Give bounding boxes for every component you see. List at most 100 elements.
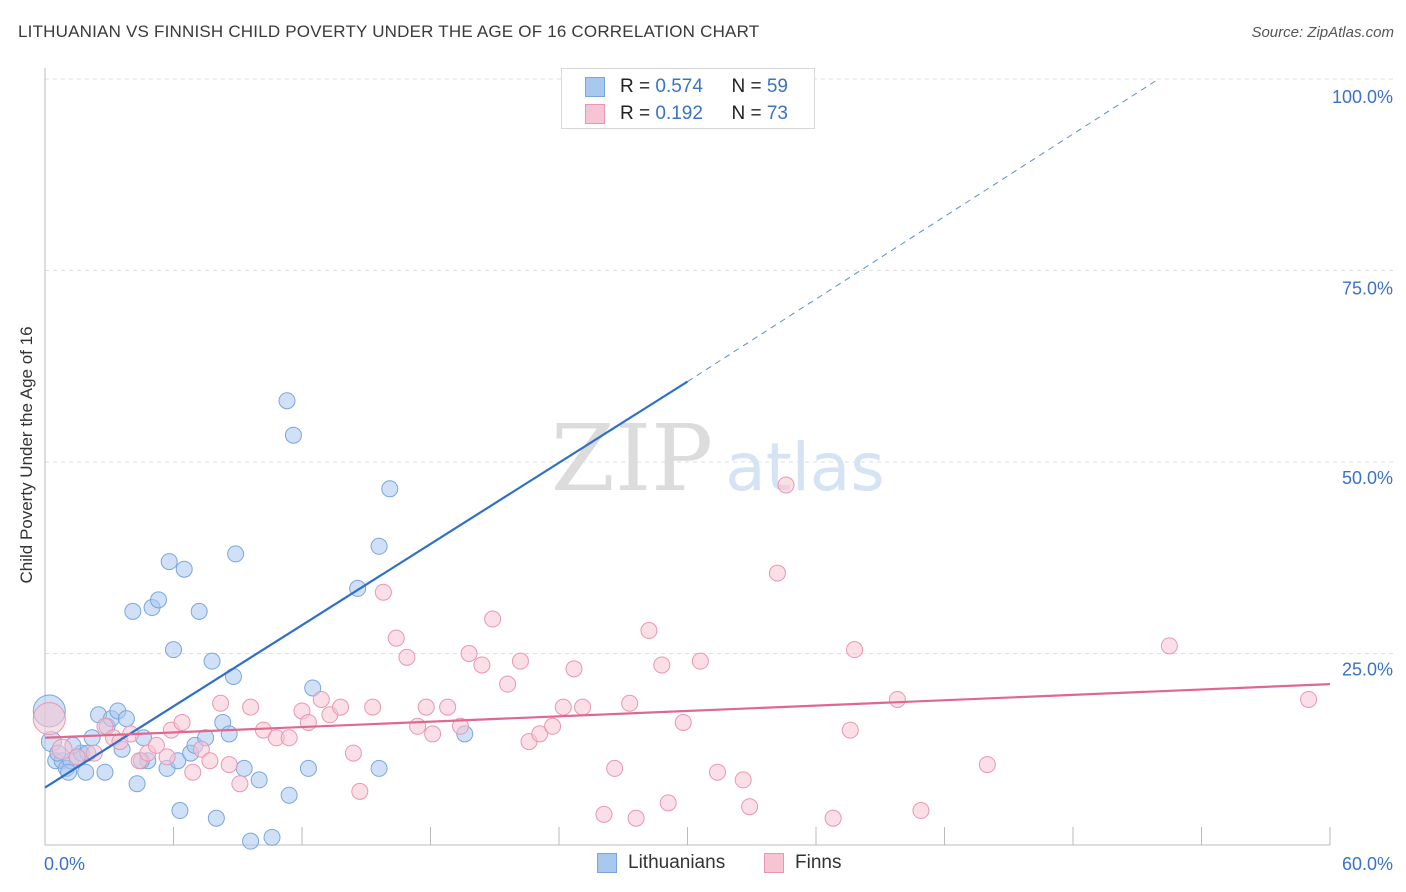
data-point-finns [158, 748, 176, 766]
data-point-finns [640, 622, 658, 640]
data-point-finns [846, 641, 864, 659]
data-point-finns [85, 744, 103, 762]
n-label: N = [731, 103, 767, 124]
gridlines [45, 78, 1395, 654]
data-point-finns [417, 698, 435, 716]
data-point-finns [574, 698, 592, 716]
data-point-finns [398, 648, 416, 666]
data-point-finns [32, 702, 66, 736]
data-point-finns [841, 721, 859, 739]
data-point-lithuanians [370, 759, 388, 777]
data-point-finns [1160, 637, 1178, 655]
data-point-finns [674, 713, 692, 731]
data-point-finns [312, 690, 330, 708]
data-point-finns [332, 698, 350, 716]
legend-item-finns[interactable]: Finns [764, 852, 841, 874]
r-value: 0.192 [655, 103, 703, 124]
data-point-lithuanians [235, 759, 253, 777]
n-label: N = [731, 76, 767, 97]
data-point-finns [51, 738, 73, 760]
data-point-finns [741, 798, 759, 816]
data-point-finns [147, 736, 165, 754]
data-point-finns [1300, 690, 1318, 708]
tick-labels: 100.0% 75.0% 50.0% 25.0% 0.0% 60.0% [44, 87, 1393, 874]
data-point-finns [173, 713, 191, 731]
data-point-finns [254, 721, 272, 739]
legend-swatch-lithuanians [597, 853, 617, 873]
data-point-lithuanians [165, 641, 182, 659]
data-point-finns [824, 809, 842, 827]
data-point-finns [473, 656, 491, 674]
legend-label-lithuanians: Lithuanians [628, 852, 726, 873]
r-label: R = [620, 103, 656, 124]
r-value: 0.574 [655, 76, 703, 97]
n-value: 59 [766, 76, 788, 97]
data-point-lithuanians [250, 771, 268, 789]
data-point-finns [242, 698, 260, 716]
data-point-finns [653, 656, 671, 674]
data-point-finns [531, 725, 549, 743]
data-point-finns [212, 694, 230, 712]
data-point-finns [606, 759, 624, 777]
data-point-lithuanians [263, 828, 281, 846]
legend-label-finns: Finns [795, 852, 842, 873]
data-point-finns [511, 652, 529, 670]
legend-swatch-lithuanians [585, 77, 605, 97]
data-point-lithuanians [83, 729, 101, 747]
y-tick-label: 25.0% [1342, 660, 1393, 680]
watermark: ZIP atlas [551, 405, 885, 512]
source-credit: Source: ZipAtlas.com [1251, 24, 1394, 41]
data-point-finns [888, 690, 906, 708]
data-point-finns [554, 698, 572, 716]
data-point-finns [734, 771, 752, 789]
data-point-lithuanians [299, 759, 317, 777]
data-point-finns [201, 752, 219, 770]
data-point-lithuanians [203, 652, 221, 670]
data-point-finns [344, 744, 362, 762]
data-point-finns [68, 748, 86, 766]
correlation-legend: R = 0.574 N = 59 R = 0.192 N = 73 [561, 68, 815, 129]
data-point-lithuanians [220, 725, 238, 743]
data-point-finns [627, 809, 645, 827]
data-point-lithuanians [160, 553, 178, 571]
data-point-finns [621, 694, 639, 712]
trend-line-lithuanians [44, 380, 689, 789]
data-point-lithuanians [304, 679, 322, 697]
data-point-finns [220, 756, 238, 774]
data-point-lithuanians [175, 560, 193, 578]
data-point-finns [460, 645, 478, 662]
legend-item-lithuanians[interactable]: Lithuanians [597, 852, 725, 874]
data-point-finns [439, 698, 457, 716]
y-tick-label: 50.0% [1342, 468, 1393, 488]
data-point-finns [451, 717, 469, 735]
data-point-finns [691, 652, 709, 670]
watermark-zip: ZIP [551, 405, 713, 512]
data-point-lithuanians [96, 763, 114, 781]
data-point-lithuanians [207, 809, 225, 827]
data-point-lithuanians [280, 786, 298, 804]
data-point-lithuanians [190, 602, 208, 620]
data-point-lithuanians [128, 775, 146, 793]
data-point-finns [708, 763, 726, 781]
data-point-finns [351, 782, 369, 800]
legend-swatch-finns [764, 853, 784, 873]
data-point-lithuanians [381, 480, 399, 498]
data-point-lithuanians [242, 832, 260, 850]
data-point-lithuanians [284, 426, 302, 444]
data-point-finns [184, 763, 202, 781]
data-point-lithuanians [227, 545, 245, 563]
data-point-finns [280, 729, 298, 747]
y-tick-label: 75.0% [1342, 279, 1393, 299]
x-tick-label: 60.0% [1342, 854, 1393, 874]
watermark-atlas: atlas [725, 429, 885, 506]
data-point-lithuanians [370, 537, 388, 555]
data-point-finns [595, 805, 613, 823]
data-point-lithuanians [77, 763, 95, 781]
data-point-finns [768, 564, 786, 582]
data-point-finns [484, 610, 502, 628]
trend-lines [44, 78, 1331, 789]
trend-line-extension-lithuanians [687, 78, 1159, 382]
data-point-lithuanians [278, 392, 296, 410]
data-point-lithuanians [171, 802, 189, 820]
